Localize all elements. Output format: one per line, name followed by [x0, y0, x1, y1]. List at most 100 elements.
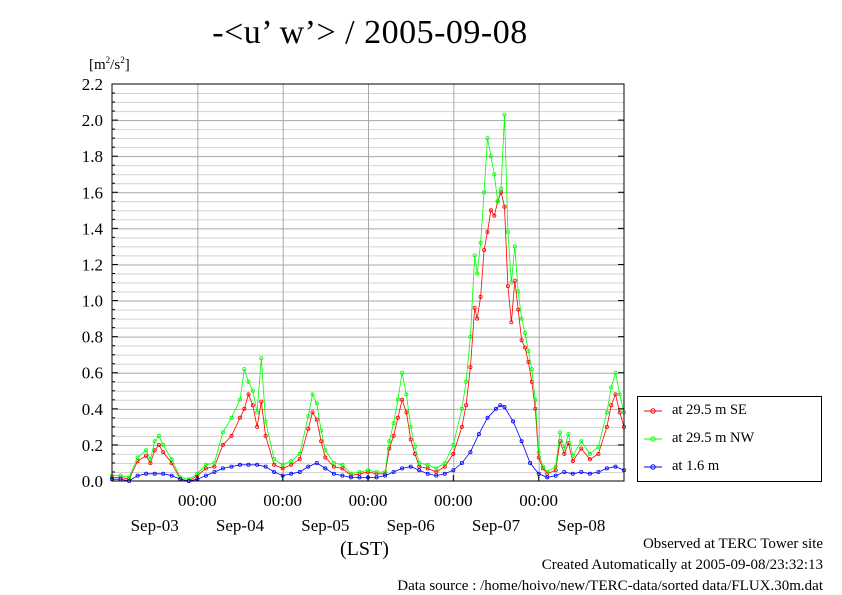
data-point	[558, 430, 563, 435]
data-point	[475, 271, 480, 276]
data-point	[519, 439, 524, 444]
data-point	[472, 253, 477, 258]
series-0	[110, 190, 627, 483]
data-point	[451, 451, 456, 456]
data-point	[314, 417, 319, 422]
data-point	[297, 457, 302, 462]
data-point	[502, 204, 507, 209]
grid-lines	[112, 84, 624, 481]
y-tick-label: 2.2	[82, 75, 103, 94]
data-point	[553, 464, 558, 469]
data-point	[263, 433, 268, 438]
data-point	[297, 469, 302, 474]
data-point	[609, 403, 614, 408]
data-point	[255, 462, 260, 467]
data-point	[310, 410, 315, 415]
data-point	[485, 136, 490, 141]
data-point	[488, 208, 493, 213]
data-point	[417, 468, 422, 473]
x-tick-label-date: Sep-06	[387, 516, 435, 535]
data-point	[237, 415, 242, 420]
data-point	[468, 334, 473, 339]
x-tick-label-time: 00:00	[434, 491, 473, 510]
legend-marker-low	[644, 464, 662, 470]
data-point	[459, 460, 464, 465]
data-point	[408, 437, 413, 442]
data-point	[472, 305, 477, 310]
data-point	[289, 471, 294, 476]
footer-created: Created Automatically at 2005-09-08/23:3…	[541, 557, 823, 573]
data-point	[468, 365, 473, 370]
data-point	[516, 289, 521, 294]
data-point	[246, 392, 251, 397]
data-point	[587, 457, 592, 462]
data-point	[512, 244, 517, 249]
data-point	[306, 426, 311, 431]
data-point	[404, 410, 409, 415]
data-point	[553, 473, 558, 478]
data-point	[246, 462, 251, 467]
data-point	[464, 403, 469, 408]
data-point	[263, 419, 268, 424]
data-point	[533, 397, 538, 402]
chart-legend: at 29.5 m SE at 29.5 m NW at 1.6 m	[637, 396, 822, 482]
data-point	[161, 450, 166, 455]
x-tick-label-date: Sep-07	[472, 516, 521, 535]
data-point	[400, 466, 405, 471]
data-point	[545, 469, 550, 474]
data-point	[135, 455, 140, 460]
data-point	[161, 442, 166, 447]
data-point	[220, 442, 225, 447]
data-point	[203, 473, 208, 478]
data-point	[395, 415, 400, 420]
data-point	[412, 444, 417, 449]
data-point	[400, 370, 405, 375]
data-point	[533, 406, 538, 411]
data-point	[464, 379, 469, 384]
data-point	[519, 338, 524, 343]
data-point	[229, 415, 234, 420]
y-axis-unit-label: [m2/s2]	[89, 55, 130, 73]
data-point	[387, 439, 392, 444]
data-point	[596, 444, 601, 449]
data-point	[482, 247, 487, 252]
data-point	[505, 229, 510, 234]
data-point	[499, 186, 504, 191]
data-point	[617, 410, 622, 415]
data-point	[169, 473, 174, 478]
data-point	[148, 460, 153, 465]
data-point	[459, 424, 464, 429]
data-point	[387, 446, 392, 451]
data-point	[562, 451, 567, 456]
data-point	[613, 464, 618, 469]
x-tick-label-date: Sep-03	[131, 516, 179, 535]
data-point	[596, 469, 601, 474]
data-point	[400, 397, 405, 402]
data-point	[237, 462, 242, 467]
y-tick-label: 1.2	[82, 255, 103, 274]
data-point	[587, 451, 592, 456]
data-point	[319, 428, 324, 433]
data-point	[156, 433, 161, 438]
data-point	[395, 397, 400, 402]
data-point	[492, 172, 497, 177]
data-point	[579, 469, 584, 474]
data-point	[509, 280, 514, 285]
series-layer	[110, 112, 627, 483]
data-point	[306, 413, 311, 418]
y-tick-label: 2.0	[82, 111, 103, 130]
data-point	[570, 459, 575, 464]
data-point	[212, 469, 217, 474]
data-point	[263, 464, 268, 469]
data-point	[272, 462, 277, 467]
data-point	[229, 464, 234, 469]
data-point	[374, 469, 379, 474]
data-point	[505, 284, 510, 289]
data-point	[323, 455, 328, 460]
chart-title: -<u’ w’> / 2005-09-08	[212, 14, 528, 51]
data-point	[348, 475, 353, 480]
data-point	[425, 462, 430, 467]
footer-observed: Observed at TERC Tower site	[642, 536, 823, 552]
data-point	[331, 460, 336, 465]
